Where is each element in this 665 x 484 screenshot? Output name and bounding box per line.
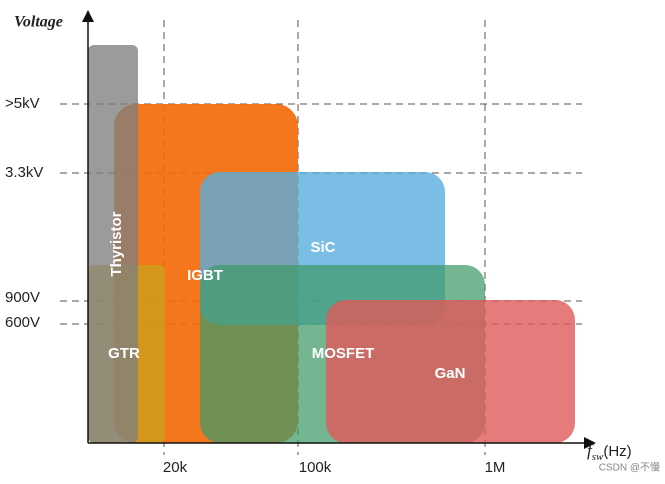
x-title-main: f [587,441,594,460]
y-level-label: 900V [5,289,40,306]
regions [88,45,575,443]
x-level-label: 20k [163,459,188,476]
thyristor-region [88,45,138,443]
x-axis-title: fsw(Hz) [587,441,632,463]
gan-region [326,300,575,443]
y-level-label: 600V [5,314,40,331]
x-level-label: 100k [299,459,332,476]
y-axis-title: Voltage [14,14,63,31]
y-level-label: 3.3kV [5,164,43,181]
region-label: Thyristor [108,211,125,276]
x-title-unit: (Hz) [603,443,631,460]
region-label: GaN [435,365,466,382]
region-label: MOSFET [312,345,375,362]
region-label: IGBT [187,267,223,284]
y-level-label: >5kV [5,95,40,112]
watermark: CSDN @不慢 [599,462,660,474]
x-level-label: 1M [485,459,506,476]
region-label: SiC [310,239,335,256]
region-label: GTR [108,345,140,362]
x-title-sub: sw [592,451,604,463]
